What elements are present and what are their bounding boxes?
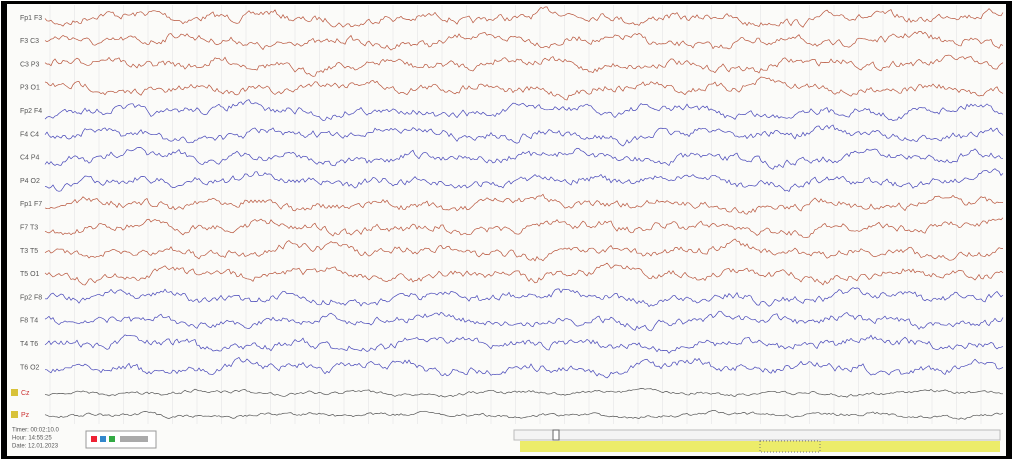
hour: Hour: 14:55:25 [12, 436, 52, 442]
channel-label: C3 P3 [20, 61, 40, 68]
channel-label: Fp1 F3 [20, 15, 42, 22]
channel-label: T5 O1 [20, 271, 40, 278]
channel-label: F7 T3 [20, 225, 38, 232]
channel-label: Fp2 F8 [20, 294, 42, 301]
channel-label: T6 O2 [20, 364, 40, 371]
date: Date: 12.01.2023 [12, 444, 59, 450]
channel-label: T4 T6 [20, 341, 38, 348]
channel-label: Pz [21, 412, 30, 419]
channel-label: Fp1 F7 [20, 201, 42, 208]
channel-label: P4 O2 [20, 178, 40, 185]
eeg-viewer: Fp1 F3 F3 C3 C3 P3 P3 O1 Fp2 F4 F4 C4 C4 P4 P4 … [0, 0, 1013, 460]
channel-label: T3 T5 [20, 248, 38, 255]
channel-label: F4 C4 [20, 131, 39, 138]
channel-label: P3 O1 [20, 85, 40, 92]
timer: Timer: 00:02:10.0 [12, 428, 59, 434]
channel-icon [11, 389, 18, 396]
tool-icon[interactable] [109, 436, 115, 442]
trace-area [7, 4, 1006, 456]
channel-label: Fp2 F4 [20, 108, 42, 115]
channel-label: C4 P4 [20, 155, 40, 162]
channel-label: F8 T4 [20, 318, 38, 325]
tool-icon[interactable] [100, 436, 106, 442]
scroll-thumb[interactable] [553, 430, 559, 440]
tool-icon[interactable] [91, 436, 97, 442]
channel-label: Cz [21, 390, 30, 397]
channel-label: F3 C3 [20, 38, 39, 45]
tool-icon[interactable] [120, 436, 148, 442]
channel-icon [11, 411, 18, 418]
scrollbar[interactable] [514, 430, 1000, 440]
